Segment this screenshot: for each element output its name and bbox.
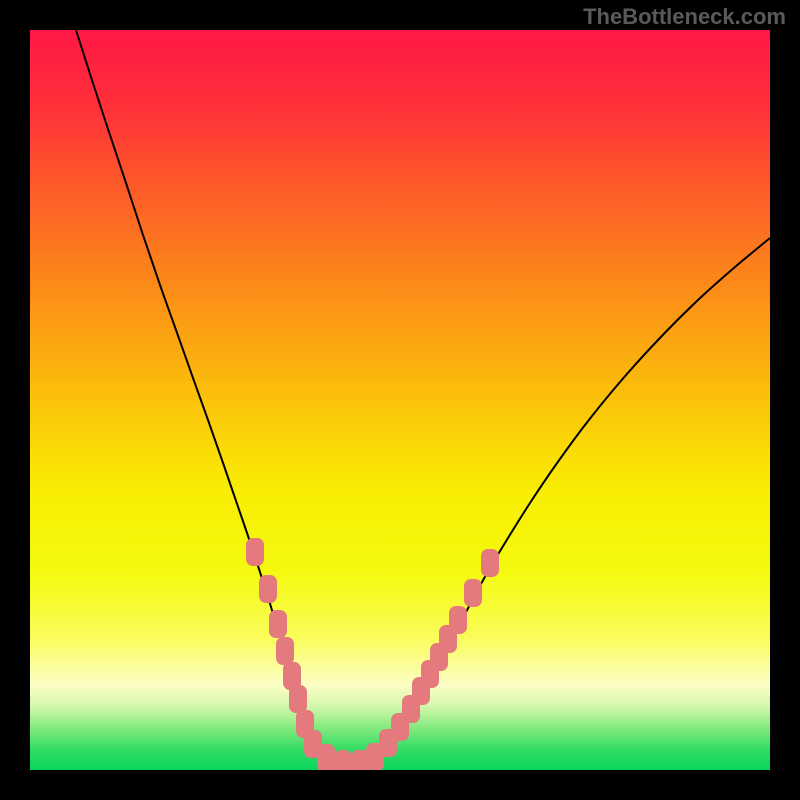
data-marker [259, 575, 277, 603]
data-marker [449, 606, 467, 634]
data-marker [481, 549, 499, 577]
data-marker [464, 579, 482, 607]
data-marker [276, 637, 294, 665]
chart-container: TheBottleneck.com [0, 0, 800, 800]
chart-svg [30, 30, 770, 770]
gradient-background [30, 30, 770, 770]
data-marker [246, 538, 264, 566]
data-marker [289, 685, 307, 713]
data-marker [269, 610, 287, 638]
data-marker [334, 750, 352, 770]
data-marker [317, 744, 335, 770]
watermark-text: TheBottleneck.com [583, 4, 786, 30]
plot-area [30, 30, 770, 770]
